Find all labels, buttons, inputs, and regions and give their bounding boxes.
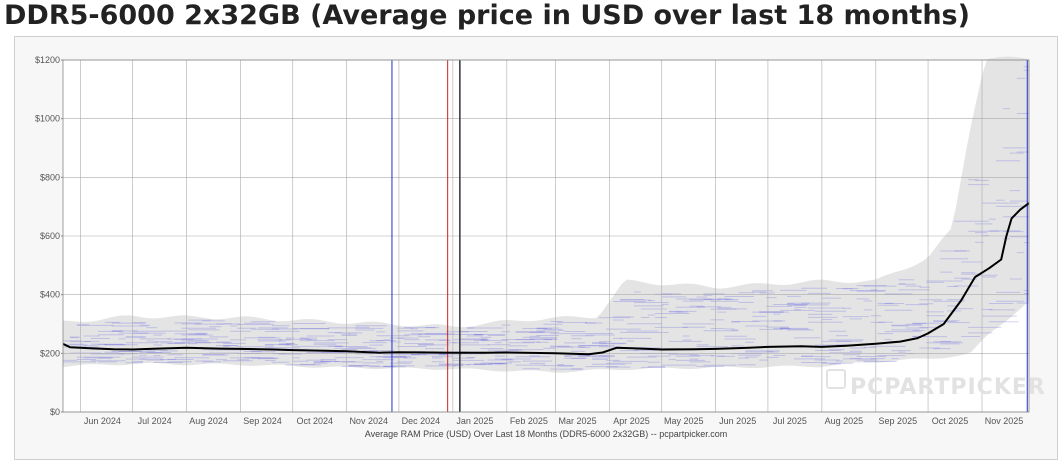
x-tick-label: Sep 2024 (243, 416, 282, 426)
y-tick-label: $1200 (35, 55, 60, 65)
average-price-line (62, 202, 1030, 356)
x-tick-label: Jan 2025 (456, 416, 493, 426)
x-tick-label: Apr 2025 (613, 416, 650, 426)
x-tick-label: Jul 2024 (138, 416, 172, 426)
x-tick-label: Jun 2024 (84, 416, 121, 426)
x-tick-label: Sep 2025 (879, 416, 918, 426)
x-tick-label: Feb 2025 (510, 416, 548, 426)
y-tick-label: $0 (50, 407, 60, 417)
x-tick-label: Jul 2025 (773, 416, 807, 426)
x-tick-label: Aug 2024 (189, 416, 228, 426)
x-tick-label: Oct 2024 (296, 416, 333, 426)
price-range-band (63, 56, 1029, 373)
chart-caption: Average RAM Price (USD) Over Last 18 Mon… (365, 429, 727, 439)
chart-frame: PCPARTPICKER $0 $200 $400 $600 $800 $1000 $120… (14, 36, 1058, 460)
y-tick-label: $800 (40, 172, 60, 182)
page-title: DDR5-6000 2x32GB (Average price in USD o… (4, 0, 970, 31)
x-tick-label: Nov 2024 (349, 416, 388, 426)
x-tick-label: Dec 2024 (402, 416, 441, 426)
x-tick-label: Aug 2025 (825, 416, 864, 426)
x-tick-label: Oct 2025 (932, 416, 969, 426)
y-tick-label: $600 (40, 231, 60, 241)
y-tick-label: $200 (40, 348, 60, 358)
x-tick-label: May 2025 (664, 416, 704, 426)
watermark-logo: PCPARTPICKER (850, 375, 1046, 400)
x-tick-label: Mar 2025 (559, 416, 597, 426)
y-tick-label: $1000 (35, 114, 60, 124)
x-tick-label: Nov 2025 (985, 416, 1024, 426)
watermark-box-icon (826, 369, 846, 389)
y-tick-label: $400 (40, 290, 60, 300)
x-tick-label: Jun 2025 (719, 416, 756, 426)
price-history-chart: PCPARTPICKER $0 $200 $400 $600 $800 $1000 $120… (35, 55, 1046, 439)
